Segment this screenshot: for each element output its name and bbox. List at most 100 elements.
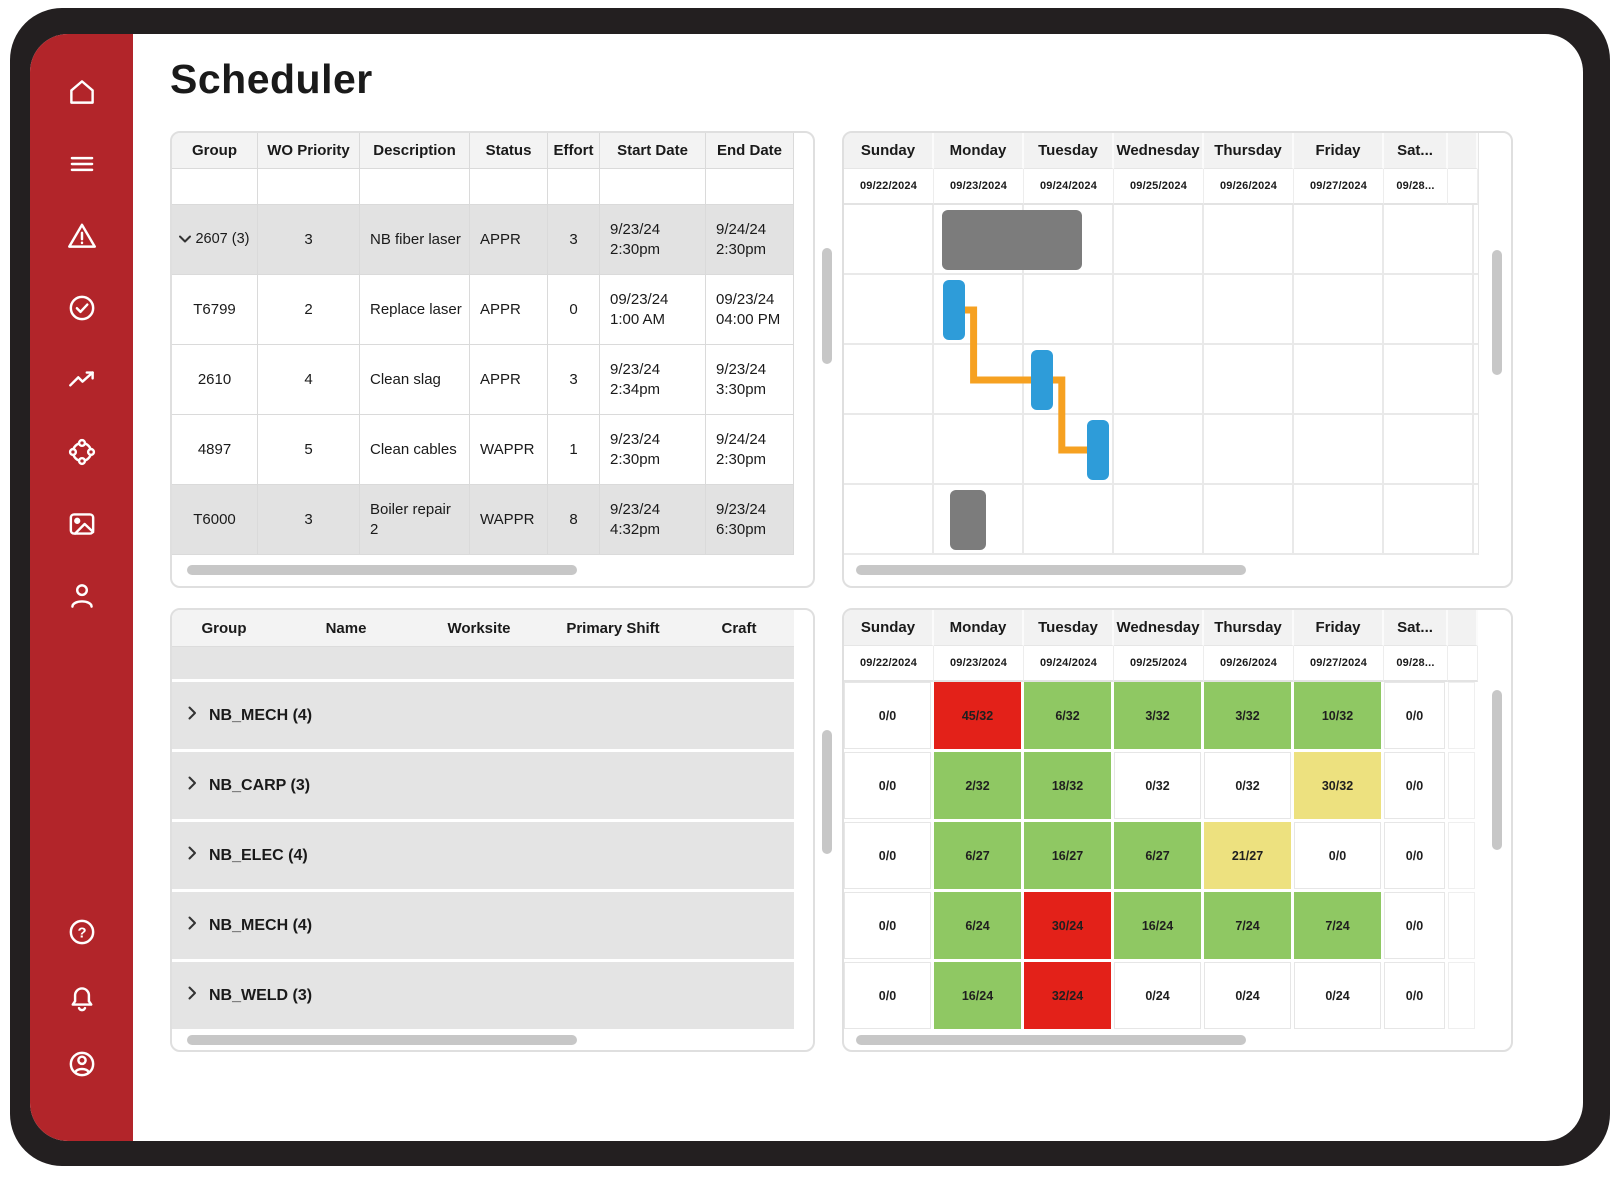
wo-status-cell[interactable]: WAPPR — [470, 415, 548, 485]
wo-end-cell[interactable]: 9/23/24 6:30pm — [706, 485, 794, 555]
sidebar-nav — [30, 73, 133, 615]
wo-group-cell[interactable]: T6000 — [172, 485, 258, 555]
day-header: Tuesday — [1024, 133, 1114, 169]
trending-up-icon[interactable] — [63, 361, 101, 399]
capacity-cell: 0/0 — [844, 822, 934, 892]
wo-end-cell[interactable]: 09/23/24 04:00 PM — [706, 275, 794, 345]
wo-status-cell[interactable]: APPR — [470, 205, 548, 275]
day-header: Sat... — [1384, 610, 1448, 646]
date-header: 09/23/2024 — [934, 646, 1024, 682]
wo-effort-cell[interactable]: 3 — [548, 205, 600, 275]
wo-start-cell[interactable]: 9/23/24 2:34pm — [600, 345, 706, 415]
resource-row[interactable]: NB_WELD (3) — [172, 962, 794, 1029]
day-header: Wednesday — [1114, 610, 1204, 646]
day-header: Wednesday — [1114, 133, 1204, 169]
image-icon[interactable] — [63, 505, 101, 543]
gantt-bar-4897[interactable] — [1087, 420, 1109, 480]
vertical-scrollbar[interactable] — [1492, 250, 1502, 375]
network-icon[interactable] — [63, 433, 101, 471]
resources-filter-row[interactable] — [172, 647, 794, 679]
horizontal-scrollbar[interactable] — [187, 1035, 577, 1045]
capacity-cell: 0/32 — [1114, 752, 1204, 822]
wo-effort-cell[interactable]: 1 — [548, 415, 600, 485]
filter-cell[interactable] — [258, 169, 360, 205]
wo-end-cell[interactable]: 9/24/24 2:30pm — [706, 415, 794, 485]
horizontal-scrollbar[interactable] — [856, 565, 1246, 575]
resource-label: NB_CARP (3) — [209, 776, 311, 794]
check-circle-icon[interactable] — [63, 289, 101, 327]
chevron-right-icon[interactable] — [188, 776, 197, 795]
wo-status-cell[interactable]: APPR — [470, 345, 548, 415]
chevron-right-icon[interactable] — [188, 916, 197, 935]
filter-cell[interactable] — [360, 169, 470, 205]
capacity-cell: 16/27 — [1024, 822, 1114, 892]
chevron-down-icon[interactable] — [179, 230, 192, 249]
alert-triangle-icon[interactable] — [63, 217, 101, 255]
wo-priority-cell[interactable]: 3 — [258, 205, 360, 275]
wo-end-cell[interactable]: 9/24/24 2:30pm — [706, 205, 794, 275]
horizontal-scrollbar[interactable] — [856, 1035, 1246, 1045]
gantt-dependency-link — [962, 306, 1034, 384]
gantt-bar-T6000[interactable] — [950, 490, 987, 550]
wo-group-cell[interactable]: T6799 — [172, 275, 258, 345]
horizontal-scrollbar[interactable] — [187, 565, 577, 575]
wo-end-cell[interactable]: 9/23/24 3:30pm — [706, 345, 794, 415]
wo-group-cell[interactable]: 2610 — [172, 345, 258, 415]
wo-effort-cell[interactable]: 3 — [548, 345, 600, 415]
col-header-effort: Effort — [548, 133, 600, 169]
filter-cell[interactable] — [548, 169, 600, 205]
gantt-bar-2610[interactable] — [1031, 350, 1053, 410]
wo-description-cell[interactable]: NB fiber laser — [360, 205, 470, 275]
vertical-scrollbar[interactable] — [1492, 690, 1502, 850]
day-header: Friday — [1294, 133, 1384, 169]
account-icon[interactable] — [63, 1045, 101, 1083]
wo-effort-cell[interactable]: 8 — [548, 485, 600, 555]
resource-row[interactable]: NB_MECH (4) — [172, 682, 794, 749]
capacity-cell: 10/32 — [1294, 682, 1384, 752]
filter-cell[interactable] — [600, 169, 706, 205]
wo-group-cell[interactable]: 2607 (3) — [172, 205, 258, 275]
resource-row[interactable]: NB_MECH (4) — [172, 892, 794, 959]
wo-priority-cell[interactable]: 4 — [258, 345, 360, 415]
filter-cell[interactable] — [706, 169, 794, 205]
wo-start-cell[interactable]: 9/23/24 4:32pm — [600, 485, 706, 555]
wo-start-cell[interactable]: 9/23/24 2:30pm — [600, 415, 706, 485]
wo-group-cell[interactable]: 4897 — [172, 415, 258, 485]
wo-description-cell[interactable]: Clean slag — [360, 345, 470, 415]
wo-description-cell[interactable]: Replace laser — [360, 275, 470, 345]
gantt-bar-T6799[interactable] — [943, 280, 965, 340]
resources-panel: Group Name Worksite Primary Shift Craft … — [170, 608, 815, 1052]
capacity-cell-filler — [1448, 892, 1478, 962]
res-col-name: Name — [325, 619, 367, 637]
vertical-scrollbar[interactable] — [822, 248, 832, 364]
user-icon[interactable] — [63, 577, 101, 615]
gantt-bar-2607[interactable] — [942, 210, 1083, 270]
wo-start-cell[interactable]: 9/23/24 2:30pm — [600, 205, 706, 275]
wo-priority-cell[interactable]: 5 — [258, 415, 360, 485]
bell-icon[interactable] — [63, 979, 101, 1017]
chevron-right-icon[interactable] — [188, 706, 197, 725]
resource-row[interactable]: NB_ELEC (4) — [172, 822, 794, 889]
wo-status-cell[interactable]: WAPPR — [470, 485, 548, 555]
capacity-cell-filler — [1448, 752, 1478, 822]
menu-icon[interactable] — [63, 145, 101, 183]
date-header: 09/23/2024 — [934, 169, 1024, 205]
wo-start-cell[interactable]: 09/23/24 1:00 AM — [600, 275, 706, 345]
grid-edge — [1478, 133, 1479, 555]
chevron-right-icon[interactable] — [188, 986, 197, 1005]
wo-status-cell[interactable]: APPR — [470, 275, 548, 345]
resource-row[interactable]: NB_CARP (3) — [172, 752, 794, 819]
chevron-right-icon[interactable] — [188, 846, 197, 865]
wo-priority-cell[interactable]: 3 — [258, 485, 360, 555]
help-icon[interactable]: ? — [63, 913, 101, 951]
capacity-cell: 6/32 — [1024, 682, 1114, 752]
date-header: 09/27/2024 — [1294, 646, 1384, 682]
wo-description-cell[interactable]: Boiler repair 2 — [360, 485, 470, 555]
wo-description-cell[interactable]: Clean cables — [360, 415, 470, 485]
filter-cell[interactable] — [470, 169, 548, 205]
vertical-scrollbar[interactable] — [822, 730, 832, 854]
wo-effort-cell[interactable]: 0 — [548, 275, 600, 345]
wo-priority-cell[interactable]: 2 — [258, 275, 360, 345]
home-icon[interactable] — [63, 73, 101, 111]
filter-cell[interactable] — [172, 169, 258, 205]
